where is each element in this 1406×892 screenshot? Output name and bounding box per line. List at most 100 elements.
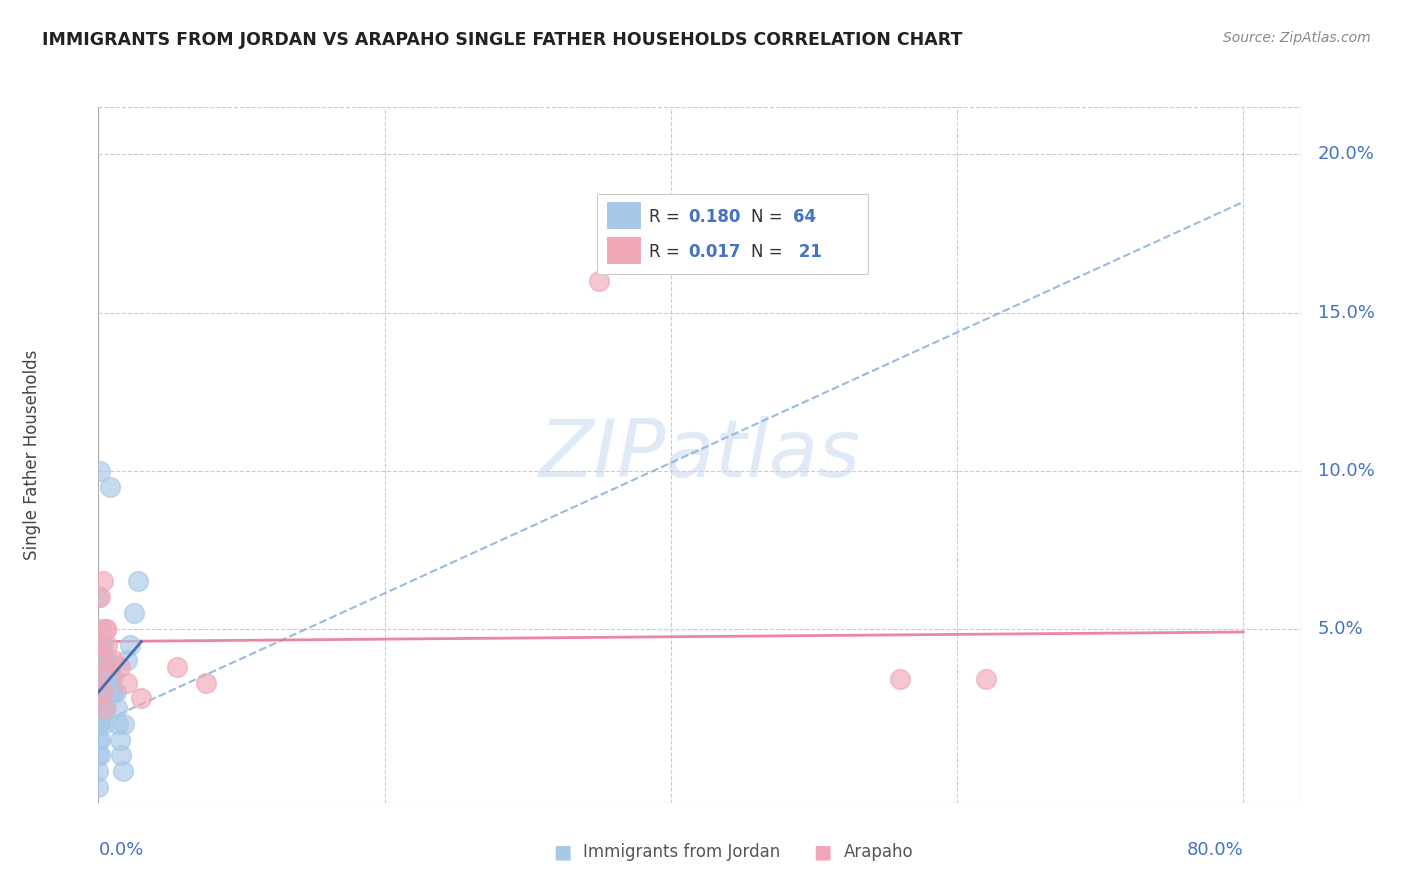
Point xyxy=(89,653,111,667)
Point xyxy=(93,669,115,683)
Point xyxy=(105,701,128,715)
Text: ■: ■ xyxy=(553,842,572,862)
Text: Source: ZipAtlas.com: Source: ZipAtlas.com xyxy=(1223,31,1371,45)
Point xyxy=(889,673,911,687)
Point xyxy=(128,574,150,589)
Point xyxy=(93,653,115,667)
Point xyxy=(122,606,145,620)
Point xyxy=(94,685,117,699)
Point xyxy=(115,653,138,667)
Point xyxy=(103,685,125,699)
Text: 21: 21 xyxy=(793,243,823,260)
Point xyxy=(101,653,124,667)
Point xyxy=(89,748,111,763)
Point xyxy=(87,591,110,605)
Text: Single Father Households: Single Father Households xyxy=(24,350,41,560)
Point xyxy=(87,716,110,731)
Point xyxy=(89,716,111,731)
FancyBboxPatch shape xyxy=(607,202,641,229)
Point xyxy=(98,479,121,493)
Point xyxy=(87,669,110,683)
Point xyxy=(94,622,117,636)
Point xyxy=(87,732,110,747)
Point xyxy=(97,685,120,699)
Point xyxy=(91,685,114,699)
Point xyxy=(90,622,112,636)
Point xyxy=(100,669,122,683)
Point xyxy=(89,464,111,478)
Point xyxy=(91,574,114,589)
Point xyxy=(104,685,127,699)
Point xyxy=(110,748,132,763)
Text: 10.0%: 10.0% xyxy=(1317,462,1375,480)
Text: 5.0%: 5.0% xyxy=(1317,620,1364,638)
Point xyxy=(131,691,153,706)
Point xyxy=(87,764,110,779)
Text: Arapaho: Arapaho xyxy=(844,843,914,861)
Point xyxy=(974,673,997,687)
Point xyxy=(100,685,122,699)
Point xyxy=(94,701,117,715)
Point xyxy=(96,638,118,652)
Point xyxy=(90,669,112,683)
Point xyxy=(93,701,115,715)
Point xyxy=(90,653,112,667)
Text: R =: R = xyxy=(650,208,685,226)
Point xyxy=(96,653,118,667)
Point xyxy=(89,653,111,667)
Point xyxy=(111,764,134,779)
Text: IMMIGRANTS FROM JORDAN VS ARAPAHO SINGLE FATHER HOUSEHOLDS CORRELATION CHART: IMMIGRANTS FROM JORDAN VS ARAPAHO SINGLE… xyxy=(42,31,963,49)
Point xyxy=(90,638,112,652)
Point xyxy=(91,701,114,715)
Point xyxy=(89,732,111,747)
Text: R =: R = xyxy=(650,243,685,260)
Point xyxy=(101,685,124,699)
Point xyxy=(89,685,111,699)
Text: ■: ■ xyxy=(813,842,832,862)
Point xyxy=(108,732,131,747)
Point xyxy=(107,716,129,731)
Point xyxy=(89,591,111,605)
Point xyxy=(194,675,217,690)
Point xyxy=(91,669,114,683)
Point xyxy=(115,675,138,690)
FancyBboxPatch shape xyxy=(607,237,641,263)
Text: 0.0%: 0.0% xyxy=(98,841,143,859)
Point xyxy=(94,669,117,683)
Point xyxy=(90,701,112,715)
Point xyxy=(89,701,111,715)
Point xyxy=(87,638,110,652)
Point xyxy=(94,622,117,636)
Point xyxy=(87,653,110,667)
Text: 0.180: 0.180 xyxy=(689,208,741,226)
Text: N =: N = xyxy=(751,243,787,260)
Point xyxy=(101,669,124,683)
Point xyxy=(91,638,114,652)
Point xyxy=(89,638,111,652)
Point xyxy=(87,748,110,763)
Text: N =: N = xyxy=(751,208,787,226)
Text: 0.017: 0.017 xyxy=(689,243,741,260)
FancyBboxPatch shape xyxy=(598,194,868,274)
Point xyxy=(90,669,112,683)
Text: 15.0%: 15.0% xyxy=(1317,303,1375,322)
Point xyxy=(93,716,115,731)
Point xyxy=(588,274,610,288)
Point xyxy=(87,780,110,794)
Point xyxy=(96,685,118,699)
Point xyxy=(118,638,141,652)
Point xyxy=(89,669,111,683)
Point xyxy=(96,669,118,683)
Point xyxy=(87,638,110,652)
Text: 20.0%: 20.0% xyxy=(1317,145,1375,163)
Text: 64: 64 xyxy=(793,208,817,226)
Point xyxy=(87,701,110,715)
Point xyxy=(91,653,114,667)
Text: Immigrants from Jordan: Immigrants from Jordan xyxy=(583,843,780,861)
Point xyxy=(108,660,131,674)
Text: 80.0%: 80.0% xyxy=(1187,841,1243,859)
Point xyxy=(94,653,117,667)
Point xyxy=(90,685,112,699)
Text: ZIPatlas: ZIPatlas xyxy=(538,416,860,494)
Point xyxy=(97,669,120,683)
